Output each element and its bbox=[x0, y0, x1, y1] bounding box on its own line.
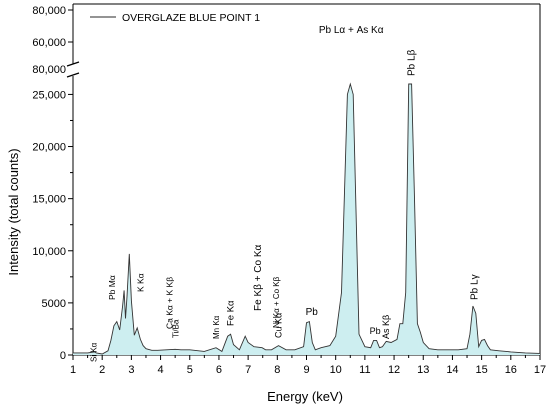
y-upper-tick-label: 60,000 bbox=[32, 37, 66, 49]
x-tick-label: 16 bbox=[505, 364, 517, 376]
x-tick-label: 2 bbox=[99, 364, 105, 376]
x-tick-label: 10 bbox=[330, 364, 342, 376]
y-tick-label: 5000 bbox=[42, 298, 66, 310]
peak-label: Pb bbox=[370, 326, 381, 336]
break-slash-bottom bbox=[66, 72, 80, 78]
peak-label: Pb Lβ bbox=[407, 49, 418, 76]
y-axis-title: Intensity (total counts) bbox=[6, 148, 21, 275]
y-tick-label: 0 bbox=[60, 350, 66, 362]
y-tick-label: 25,000 bbox=[32, 89, 66, 101]
x-tick-label: 7 bbox=[245, 364, 251, 376]
peak-label: K Kα bbox=[135, 273, 145, 292]
peak-label: Fe Kβ + Co Kα bbox=[253, 245, 264, 311]
x-tick-label: 14 bbox=[446, 364, 458, 376]
x-tick-label: 3 bbox=[128, 364, 134, 376]
peak-label: Si Kα bbox=[90, 342, 99, 362]
y-axis-ticks: 0 5000 10,000 15,000 20,000 25,000 bbox=[32, 89, 73, 362]
x-tick-label: 9 bbox=[303, 364, 309, 376]
peak-label: As Kβ bbox=[381, 315, 391, 339]
axis-break-label: 80,000 bbox=[32, 64, 66, 76]
x-tick-label: 6 bbox=[216, 364, 222, 376]
legend: OVERGLAZE BLUE POINT 1 bbox=[90, 12, 260, 24]
x-tick-label: 4 bbox=[158, 364, 164, 376]
break-slash-top bbox=[66, 61, 80, 67]
peak-label: Pb bbox=[306, 307, 319, 318]
peak-label: Pb Lγ bbox=[470, 274, 481, 300]
x-tick-label: 5 bbox=[187, 364, 193, 376]
peak-label: Ca Kα + K Kβ bbox=[165, 277, 175, 329]
x-axis-title: Energy (keV) bbox=[267, 389, 343, 404]
x-tick-label: 11 bbox=[359, 364, 370, 376]
peak-label: Cu Kα bbox=[273, 313, 283, 338]
peak-label: Pb Lα + As Kα bbox=[319, 25, 384, 36]
x-tick-label: 17 bbox=[534, 364, 546, 376]
peak-label: Fe Kα bbox=[226, 300, 237, 326]
peak-label: Ni Kα + Co Kβ bbox=[272, 276, 281, 328]
x-tick-label: 13 bbox=[417, 364, 429, 376]
spectrum-line bbox=[73, 82, 541, 355]
x-tick-label: 15 bbox=[476, 364, 488, 376]
x-axis-ticks: 1 2 3 4 5 6 7 8 9 10 11 12 13 14 15 16 17 bbox=[70, 355, 546, 376]
x-tick-label: 12 bbox=[388, 364, 400, 376]
x-tick-label: 1 bbox=[70, 364, 76, 376]
axis-break-marker bbox=[66, 61, 80, 78]
legend-label: OVERGLAZE BLUE POINT 1 bbox=[122, 12, 260, 24]
peak-label: Pb Mα bbox=[107, 275, 117, 300]
peak-label: Ti/Ba bbox=[171, 319, 180, 338]
x-tick-label: 8 bbox=[274, 364, 280, 376]
peak-label: Mn Kα bbox=[212, 315, 221, 339]
y-tick-label: 15,000 bbox=[32, 194, 66, 206]
y-tick-label: 10,000 bbox=[32, 246, 66, 258]
y-upper-tick-label: 80,000 bbox=[32, 5, 66, 17]
y-tick-label: 20,000 bbox=[32, 142, 66, 154]
plot-frame bbox=[72, 3, 541, 356]
y-axis-upper-ticks: 60,000 80,000 bbox=[32, 5, 73, 49]
